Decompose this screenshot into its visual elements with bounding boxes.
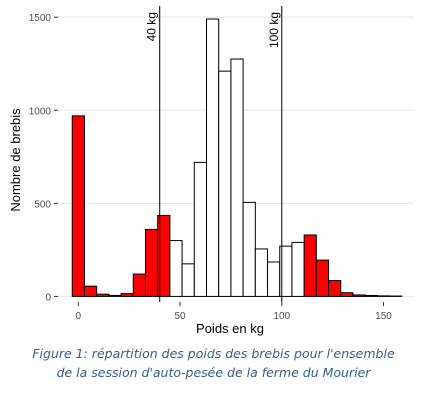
histogram-bars	[71, 18, 403, 297]
y-tick-label: 1500	[29, 13, 52, 24]
bar-outlier	[144, 228, 159, 297]
bar-outlier	[83, 285, 98, 297]
axes: 0 500 1000 1500 0 50 100 150	[29, 13, 393, 322]
bar-outlier	[71, 115, 85, 297]
bar-outlier	[315, 259, 330, 297]
bar-outlier	[303, 234, 317, 297]
bar-normal	[291, 241, 305, 297]
bar-outlier	[364, 294, 378, 297]
x-axis-label: Poids en kg	[196, 321, 264, 336]
x-tick-label: 0	[76, 311, 82, 322]
y-tick-label: 1000	[29, 106, 52, 117]
y-tick-label: 500	[34, 199, 51, 210]
bar-normal	[218, 70, 232, 297]
bar-normal	[181, 263, 195, 297]
figure-caption: Figure 1: répartition des poids des breb…	[0, 344, 427, 382]
y-axis-label: Nombre de brebis	[8, 108, 23, 212]
x-tick-label: 150	[375, 311, 392, 322]
bar-normal	[193, 161, 208, 297]
threshold-label: 100 kg	[267, 12, 281, 48]
bar-outlier	[120, 293, 134, 297]
bar-normal	[206, 18, 220, 297]
bar-normal	[169, 240, 183, 297]
bar-outlier	[328, 280, 342, 297]
bar-normal	[267, 261, 281, 297]
x-tick-label: 100	[273, 311, 290, 322]
y-tick-label: 0	[45, 292, 51, 303]
bar-outlier	[352, 294, 366, 297]
bar-normal	[242, 201, 256, 297]
bar-outlier	[96, 293, 110, 297]
threshold-label: 40 kg	[145, 12, 159, 41]
bar-outlier	[340, 292, 354, 297]
weight-histogram: 40 kg 100 kg 0 500 1000 1500 0 50 100 150 Poids …	[8, 6, 414, 336]
bar-normal	[254, 248, 269, 297]
threshold-lines: 40 kg 100 kg	[145, 6, 283, 302]
bar-outlier	[132, 273, 146, 297]
bar-outlier	[376, 295, 391, 297]
x-tick-label: 50	[174, 311, 186, 322]
bar-normal	[230, 58, 244, 297]
bar-outlier	[108, 294, 122, 297]
caption-line-1: Figure 1: répartition des poids des breb…	[32, 346, 395, 361]
caption-line-2: de la session d'auto-pesée de la ferme d…	[56, 365, 371, 380]
